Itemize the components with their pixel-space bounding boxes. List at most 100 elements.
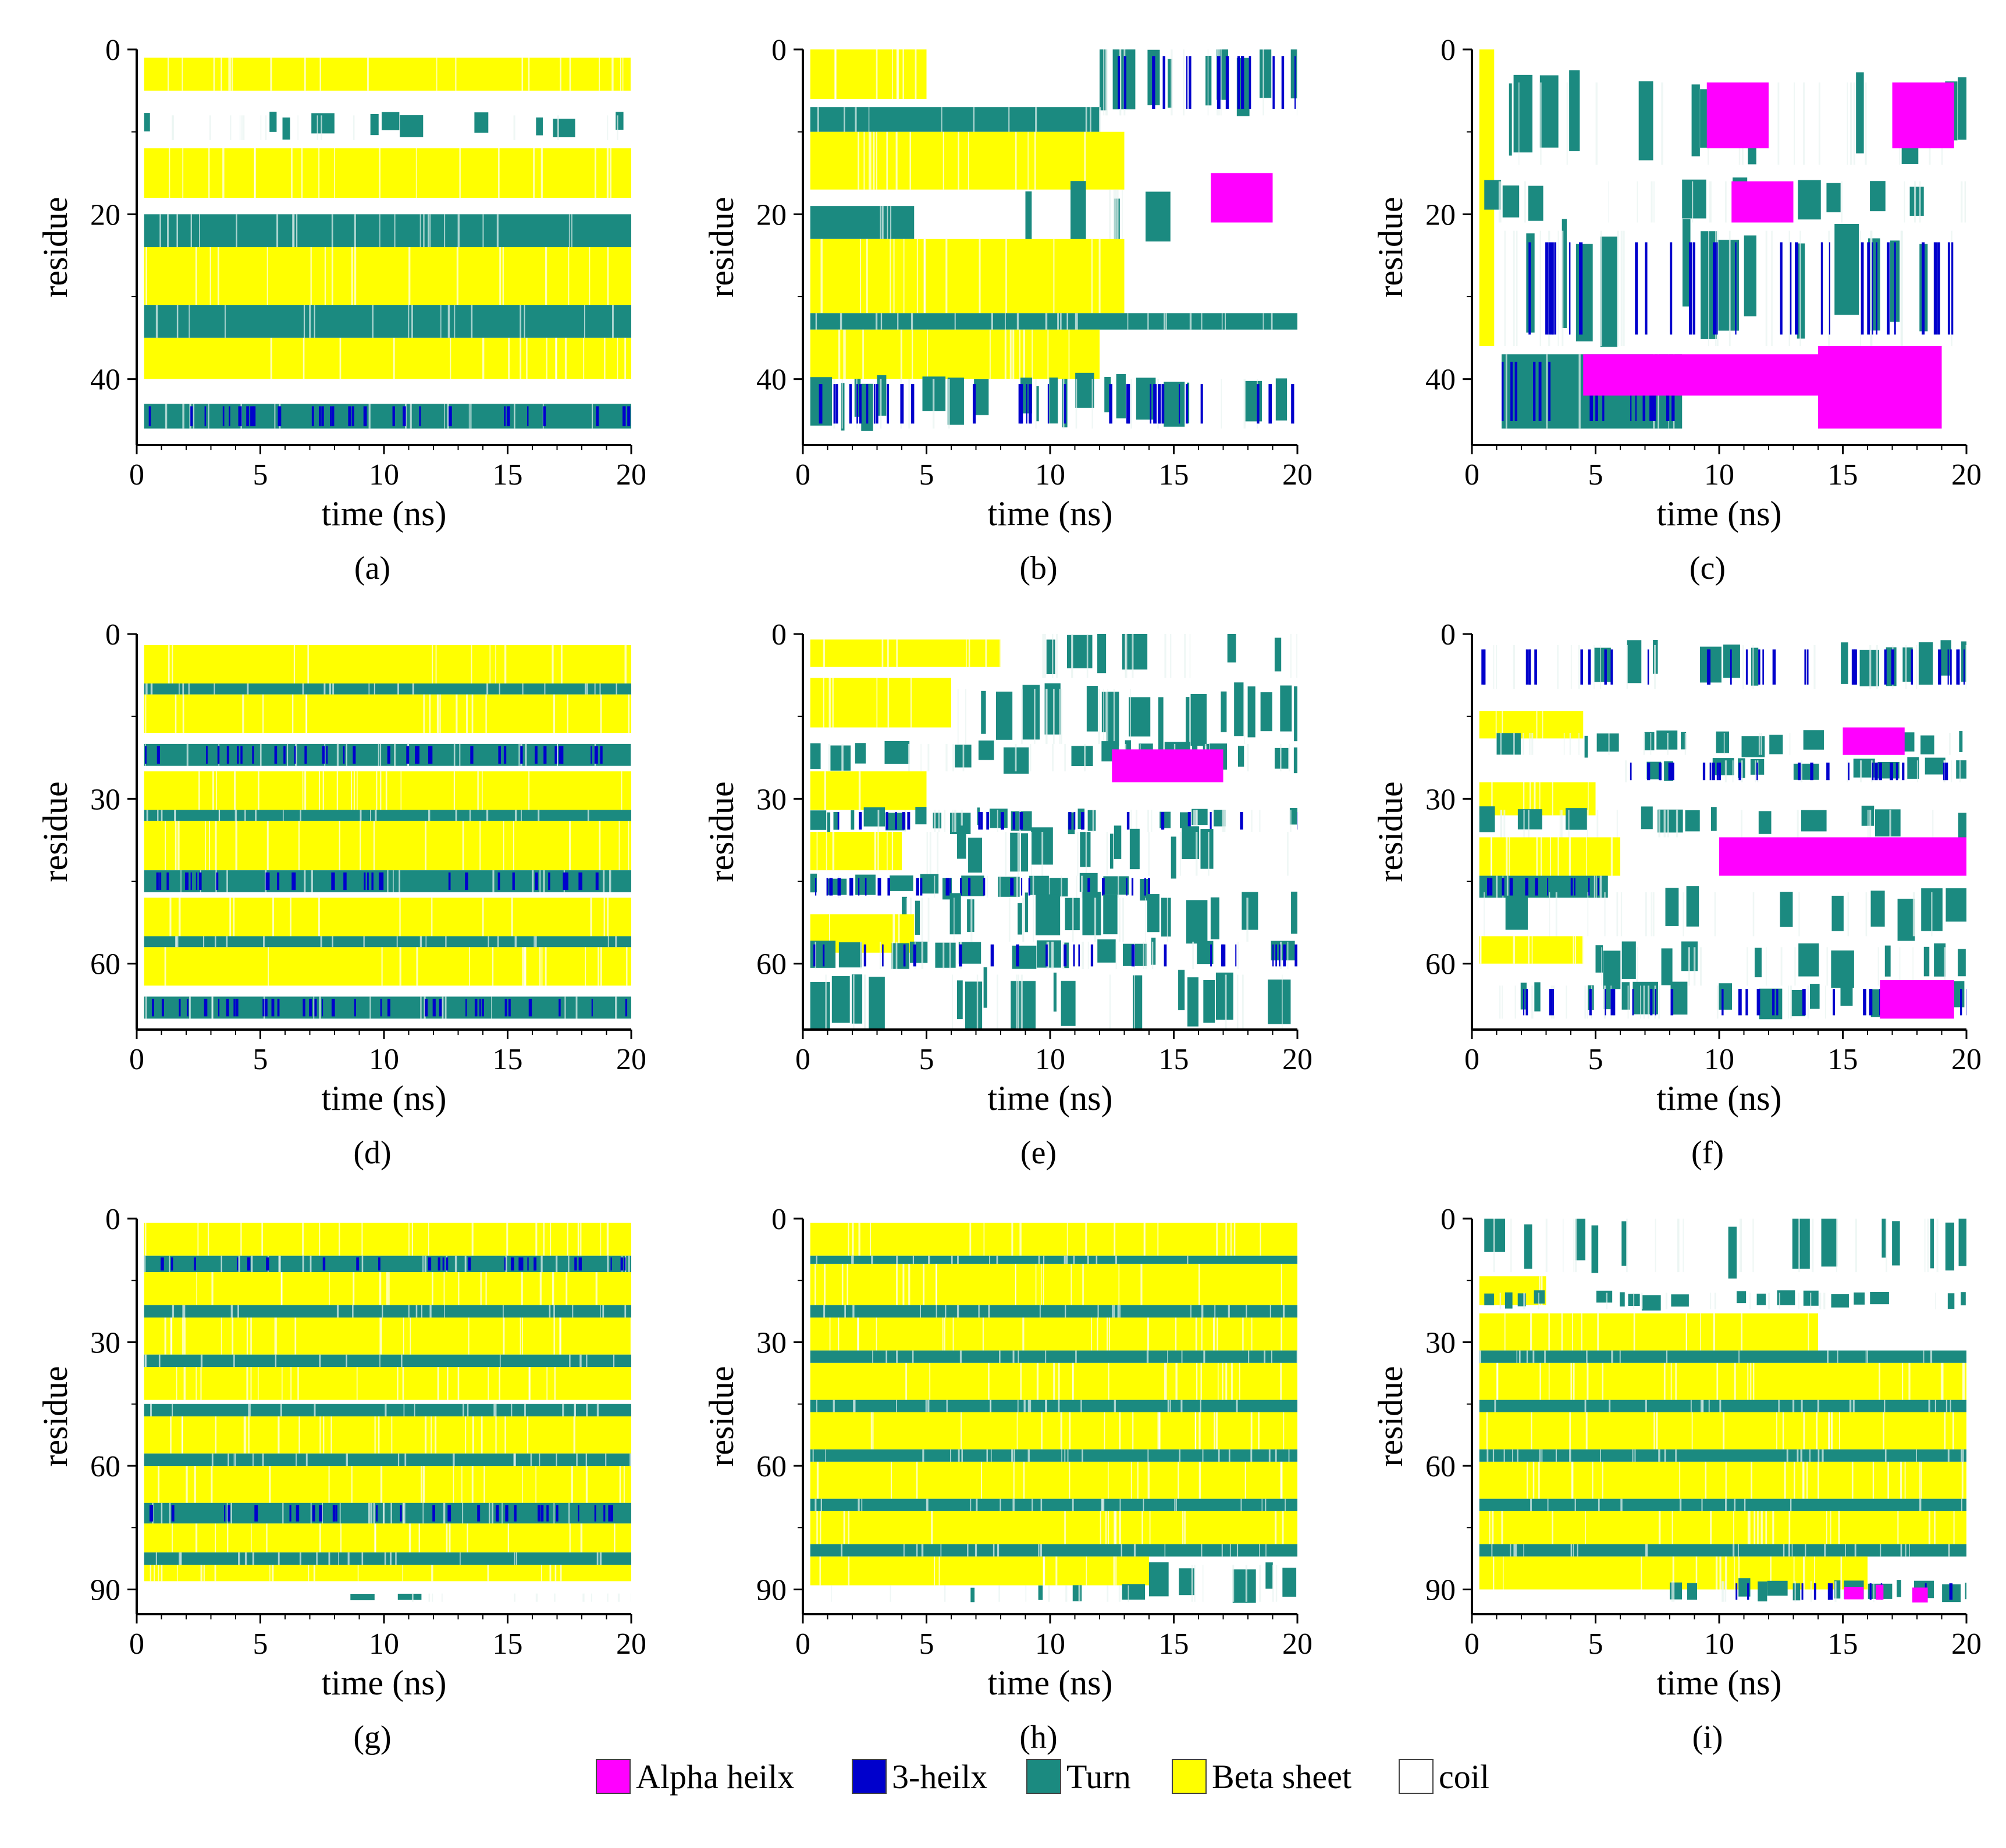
band-striation <box>1017 832 1019 876</box>
band-segment <box>1870 181 1886 212</box>
band-segment <box>1502 185 1520 218</box>
band-striation <box>927 1400 930 1412</box>
band-striation <box>1175 1362 1178 1400</box>
band-striation <box>630 58 631 91</box>
x-tick-label: 0 <box>1464 1628 1479 1661</box>
band-striation <box>1259 1544 1260 1557</box>
band-striation <box>1523 1292 1525 1309</box>
band-striation <box>1646 1544 1648 1557</box>
band-striation <box>1794 82 1795 165</box>
y-tick-label: 0 <box>1441 1203 1456 1236</box>
band-striation <box>161 810 163 821</box>
band-striation <box>1115 1556 1117 1586</box>
band-striation <box>208 148 210 198</box>
band-segment <box>1061 981 1076 1026</box>
band-segment <box>1945 888 1966 922</box>
x-tick-label: 5 <box>253 1628 268 1661</box>
band-striation <box>1203 1350 1205 1363</box>
band-segment <box>810 981 830 1030</box>
band-striation <box>145 1354 147 1367</box>
band-striation <box>514 404 515 429</box>
band-striation <box>1198 1412 1201 1450</box>
band-mix-stripe <box>1630 763 1632 781</box>
band-striation <box>1221 1544 1223 1557</box>
band-striation <box>450 337 451 379</box>
band-striation <box>259 743 262 766</box>
band-mix-stripe <box>504 1257 506 1271</box>
band-striation <box>213 58 215 91</box>
band-striation <box>492 947 494 986</box>
band-mix-stripe <box>945 878 949 896</box>
band-mix-stripe <box>1960 989 1962 1016</box>
band-striation <box>244 1552 247 1565</box>
band-striation <box>938 1556 940 1586</box>
legend-label: Alpha heilx <box>636 1758 794 1796</box>
band-striation <box>848 1511 850 1544</box>
band-striation <box>1086 1556 1087 1586</box>
legend-swatch <box>596 1759 631 1794</box>
band-striation <box>956 1305 959 1318</box>
band-striation <box>292 214 294 247</box>
band-striation <box>999 1350 1001 1363</box>
band-striation <box>1492 1556 1495 1590</box>
band-striation <box>429 214 431 247</box>
band-striation <box>382 1305 383 1318</box>
band-striation <box>1064 1511 1066 1544</box>
band-striation <box>374 683 375 695</box>
band-turn <box>144 404 631 429</box>
band-striation <box>1837 1350 1838 1363</box>
band-mix-stripe <box>305 746 307 764</box>
band-striation <box>1114 1223 1116 1256</box>
band-striation <box>1043 1255 1045 1264</box>
band-striation <box>1108 1511 1109 1544</box>
band-mix-stripe <box>1210 944 1212 967</box>
band-striation <box>455 58 457 91</box>
band-segment <box>827 812 831 832</box>
band-striation <box>1777 82 1780 165</box>
band-striation <box>1883 1412 1884 1450</box>
band-beta-sheet <box>1479 936 1584 964</box>
band-segment <box>1641 806 1653 829</box>
band-striation <box>912 1350 914 1363</box>
band-striation <box>453 771 456 810</box>
band-mix-stripe <box>371 872 374 891</box>
band-striation <box>520 337 522 379</box>
band-striation <box>1584 985 1587 1019</box>
band-striation <box>1838 1511 1840 1544</box>
band-striation <box>182 1305 184 1318</box>
band-mix-stripe <box>833 384 835 424</box>
band-turn <box>810 107 1101 132</box>
band-mix-stripe <box>504 406 506 426</box>
band-segment <box>1517 809 1542 829</box>
band-segment <box>1958 77 1966 140</box>
band-striation <box>1854 1544 1856 1557</box>
band-striation <box>1810 1292 1812 1309</box>
heatmap-area <box>144 645 631 1019</box>
band-striation <box>1656 1412 1658 1450</box>
band-striation <box>245 1416 247 1454</box>
band-striation <box>1502 985 1503 1019</box>
band-striation <box>1087 941 1089 970</box>
band-striation <box>1114 1305 1115 1318</box>
band-striation <box>1540 82 1542 165</box>
band-striation <box>871 1255 873 1264</box>
band-striation <box>1112 1305 1114 1318</box>
band-striation <box>182 1416 183 1454</box>
band-striation <box>416 947 418 986</box>
band-mix-stripe <box>1294 56 1296 109</box>
band-striation <box>150 1565 152 1582</box>
band-striation <box>606 1223 609 1256</box>
band-mix-stripe <box>226 999 229 1017</box>
band-striation <box>585 683 586 695</box>
band-segment <box>851 810 855 830</box>
band-mix-stripe <box>1716 242 1718 335</box>
band-striation <box>222 148 225 198</box>
band-segment <box>1596 733 1619 752</box>
band-striation <box>1107 1461 1109 1499</box>
band-striation <box>1000 639 1001 667</box>
band-segment <box>1036 894 1061 936</box>
band-striation <box>1788 230 1791 346</box>
band-striation <box>1705 1461 1707 1499</box>
band-segment <box>1769 735 1783 754</box>
band-striation <box>220 1255 223 1273</box>
